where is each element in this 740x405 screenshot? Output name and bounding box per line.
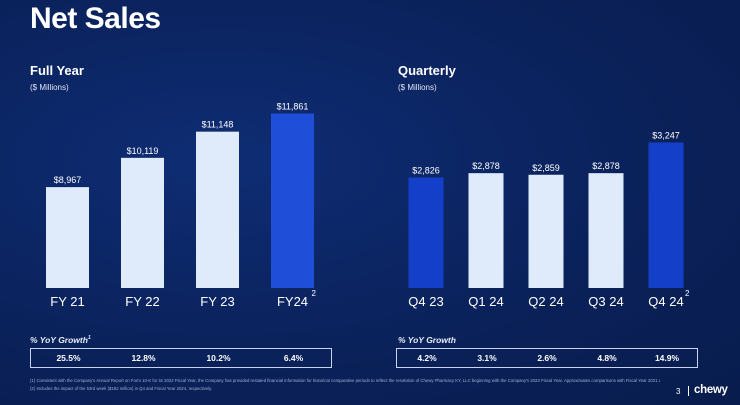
annual-yoy-footnote-marker: 1 xyxy=(87,335,91,342)
footnotes: (1) Consistent with the Company's Annual… xyxy=(30,377,660,393)
footnote-2: (2) Includes the impact of the 53rd week… xyxy=(30,386,213,391)
category-label: FY 22 xyxy=(125,294,159,309)
footer-divider xyxy=(688,386,689,396)
bar-fy-22 xyxy=(121,157,164,288)
quarterly-yoy-value: 14.9% xyxy=(654,353,680,363)
annual-section-title: Full Year xyxy=(30,63,84,78)
page-number: 3 xyxy=(676,387,681,396)
annual-yoy-value: 10.2% xyxy=(206,353,231,363)
quarterly-yoy-value: 3.1% xyxy=(477,353,497,363)
page-title: Net Sales xyxy=(30,2,161,35)
quarterly-yoy-label: % YoY Growth xyxy=(398,335,456,345)
category-label: Q3 24 xyxy=(588,294,623,309)
bar-q2-24 xyxy=(528,174,564,288)
quarterly-unit-label: ($ Millions) xyxy=(398,83,437,92)
bar-fy24 xyxy=(271,113,314,288)
data-label: $2,878 xyxy=(592,161,620,171)
quarterly-section-title: Quarterly xyxy=(398,63,456,78)
footnote-1: (1) Consistent with the Company's Annual… xyxy=(30,378,660,383)
quarterly-yoy-value: 4.2% xyxy=(417,353,437,363)
bar-fy-21 xyxy=(46,187,89,288)
data-label: $2,859 xyxy=(532,163,560,173)
category-label: Q2 24 xyxy=(528,294,563,309)
chewy-logo: chewy xyxy=(694,384,728,396)
annual-yoy-label: % YoY Growth1 xyxy=(30,335,91,345)
bar-q4-23 xyxy=(408,177,444,288)
category-label: Q4 24 xyxy=(648,294,683,309)
data-label: $2,878 xyxy=(472,161,500,171)
data-label: $8,967 xyxy=(54,175,82,185)
data-label: $3,247 xyxy=(652,130,680,140)
quarterly-yoy-value: 4.8% xyxy=(597,353,617,363)
data-label: $2,826 xyxy=(412,166,440,176)
annual-unit-label: ($ Millions) xyxy=(30,83,69,92)
bar-q3-24 xyxy=(588,173,624,288)
category-label: FY 23 xyxy=(200,294,234,309)
annual-yoy-value: 6.4% xyxy=(283,353,304,363)
annual-yoy-row: 25.5% 12.8% 10.2% 6.4% xyxy=(30,348,332,368)
category-footnote-marker: 2 xyxy=(685,289,690,298)
data-label: $11,861 xyxy=(277,102,309,112)
quarterly-net-sales-chart: $2,826 Q4 23 $2,878 Q1 24 $2,859 Q2 24 $2,878 Q… xyxy=(408,130,690,309)
bar-q4-24 xyxy=(648,142,684,288)
annual-net-sales-chart: $8,967 FY 21 $10,119 FY 22 $11,148 FY 23 $11,8… xyxy=(46,102,317,309)
data-label: $10,119 xyxy=(127,146,159,156)
bar-q1-24 xyxy=(468,173,504,288)
category-label: Q4 23 xyxy=(408,294,443,309)
category-label: FY24 xyxy=(277,294,308,309)
bar-fy-23 xyxy=(196,131,239,288)
category-footnote-marker: 2 xyxy=(312,289,317,298)
quarterly-yoy-value: 2.6% xyxy=(537,353,557,363)
annual-yoy-value: 25.5% xyxy=(56,353,81,363)
quarterly-yoy-row: 4.2% 3.1% 2.6% 4.8% 14.9% xyxy=(396,348,698,368)
category-label: FY 21 xyxy=(50,294,84,309)
data-label: $11,148 xyxy=(202,120,234,130)
annual-yoy-value: 12.8% xyxy=(131,353,156,363)
category-label: Q1 24 xyxy=(468,294,503,309)
